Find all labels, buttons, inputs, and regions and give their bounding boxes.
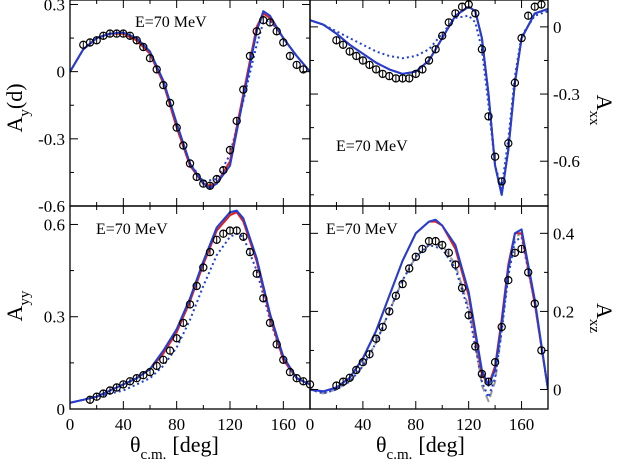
energy-label-axz: E=70 MeV <box>326 221 398 238</box>
ylabel-ayy: Ayy <box>2 290 33 321</box>
y-tick-label: 0.3 <box>44 0 65 14</box>
y-tick-label: -0.6 <box>38 197 65 216</box>
y-tick-label: -0.6 <box>553 152 580 171</box>
x-tick-label: 160 <box>509 415 535 434</box>
x-tick-label: 80 <box>407 415 424 434</box>
panel-ayy: E=70 MeV Ayy 0 40 80 120 160 0 0.3 0.6 <box>2 205 315 434</box>
ylabel-axx: Axx <box>586 95 617 126</box>
x-tick-label: 80 <box>168 415 185 434</box>
y-tick-label: 0 <box>553 380 562 399</box>
y-tick-label: 0.6 <box>44 215 65 234</box>
y-tick-label: -0.3 <box>38 130 65 149</box>
x-tick-label: 0 <box>306 415 315 434</box>
series-axz-calc-blue-dotted <box>310 236 548 399</box>
y-tick-label: 0.4 <box>553 224 575 243</box>
ylabel-axz: Axz <box>586 303 617 333</box>
x-tick-label: 120 <box>456 415 482 434</box>
xlabel-right: θc.m. [deg] <box>376 432 465 463</box>
series-axz-calc-gray-dashed <box>310 232 548 403</box>
xlabel-left: θc.m. [deg] <box>130 432 219 463</box>
series-axz-calc-blue-solid <box>310 218 548 393</box>
series-ayy-calc-blue-solid <box>70 209 310 404</box>
panel-axz: E=70 MeV Axz 0 40 80 120 160 0 0.2 0.4 <box>306 205 617 434</box>
y-tick-label: 0.2 <box>553 302 574 321</box>
plot-frame-axz <box>309 205 549 410</box>
x-tick-label: 40 <box>354 415 371 434</box>
ylabel-ay: Ay(d) <box>2 83 33 132</box>
y-tick-label: 0 <box>57 63 66 82</box>
energy-label-axx: E=70 MeV <box>336 138 408 155</box>
x-tick-label: 0 <box>66 415 75 434</box>
energy-label-ayy: E=70 MeV <box>96 221 168 238</box>
x-tick-label: 40 <box>115 415 132 434</box>
y-tick-label: 0 <box>553 18 562 37</box>
x-tick-label: 120 <box>217 415 243 434</box>
x-tick-label: 160 <box>271 415 297 434</box>
y-tick-label: -0.3 <box>553 85 580 104</box>
panel-ay: E=70 MeV Ay(d) 0.3 0 -0.3 -0.6 <box>2 0 311 216</box>
y-tick-label: 0.3 <box>44 308 65 327</box>
series-ay-calc-gray-dashed <box>70 14 310 185</box>
panel-axx: E=70 MeV Axx 0 -0.3 -0.6 <box>309 0 617 207</box>
series-ayy-calc-blue-dotted <box>70 232 310 404</box>
y-tick-label: 0 <box>57 400 66 419</box>
energy-label-ay: E=70 MeV <box>135 14 207 31</box>
series-axx-calc-blue-solid <box>310 5 548 196</box>
series-ay-calc-blue-dotted <box>70 19 310 183</box>
